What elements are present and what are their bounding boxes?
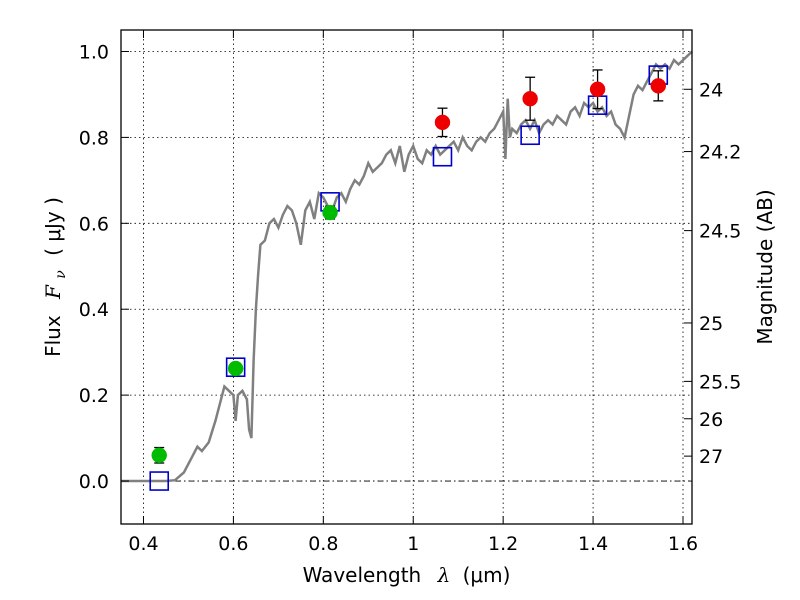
x-tick-label: 1 (407, 533, 419, 555)
right-tick-label: 24.5 (699, 221, 741, 243)
x-axis-title-unit: (μm) (463, 563, 511, 587)
right-tick-label: 26 (699, 409, 723, 431)
y-axis-title-unit: ( μJy ) (41, 197, 65, 256)
observed-data-point (589, 81, 606, 98)
axis-ticks: 0.4 0.6 0.8 1 1.2 1.4 1.6 0.0 0.2 0.4 0.6 0.8 1.0 24 2… (79, 30, 741, 555)
observed-photometry-markers (151, 69, 667, 464)
x-tick-label: 1.4 (578, 533, 608, 555)
right-axis-title: Magnitude (AB) (753, 189, 777, 344)
y-axis-title: Flux F ν ( μJy ) (41, 197, 70, 357)
model-photometry-square (520, 125, 540, 146)
right-tick-label: 25.5 (699, 371, 741, 393)
observed-data-point (650, 78, 667, 94)
model-photometry-square (149, 471, 170, 491)
y-tick-label: 1.0 (79, 41, 109, 63)
right-tick-label: 24 (699, 79, 723, 101)
x-tick-label: 0.4 (128, 533, 158, 555)
y-tick-label: 0.4 (79, 299, 109, 321)
plot-frame (120, 29, 693, 525)
y-tick-label: 0.2 (79, 385, 109, 407)
y-tick-label: 0.0 (79, 471, 109, 493)
observed-data-point (522, 90, 538, 107)
right-tick-label: 25 (699, 313, 723, 335)
y-tick-label: 0.6 (79, 213, 109, 235)
x-tick-label: 0.8 (308, 533, 338, 555)
x-tick-label: 1.2 (488, 533, 518, 555)
x-axis-title-symbol: λ (437, 563, 451, 587)
right-tick-label: 27 (699, 446, 723, 468)
right-tick-label: 24.2 (699, 142, 741, 164)
y-axis-title-symbol: F (41, 284, 65, 300)
y-tick-label: 0.8 (79, 127, 109, 149)
observed-data-point (434, 114, 451, 131)
observed-data-point (227, 360, 244, 377)
y-axis-title-subscript: ν (53, 270, 69, 279)
x-tick-label: 0.6 (218, 533, 248, 555)
x-tick-label: 1.6 (668, 533, 698, 555)
observed-data-point (322, 204, 338, 221)
x-axis-title: Wavelength λ (μm) (303, 563, 511, 587)
model-photometry-markers (149, 65, 669, 491)
x-axis-title-prefix: Wavelength (303, 563, 422, 587)
y-axis-title-prefix: Flux (41, 315, 65, 357)
model-spectrum-line (121, 50, 693, 483)
model-photometry-square (432, 146, 453, 167)
observed-data-point (151, 447, 167, 464)
